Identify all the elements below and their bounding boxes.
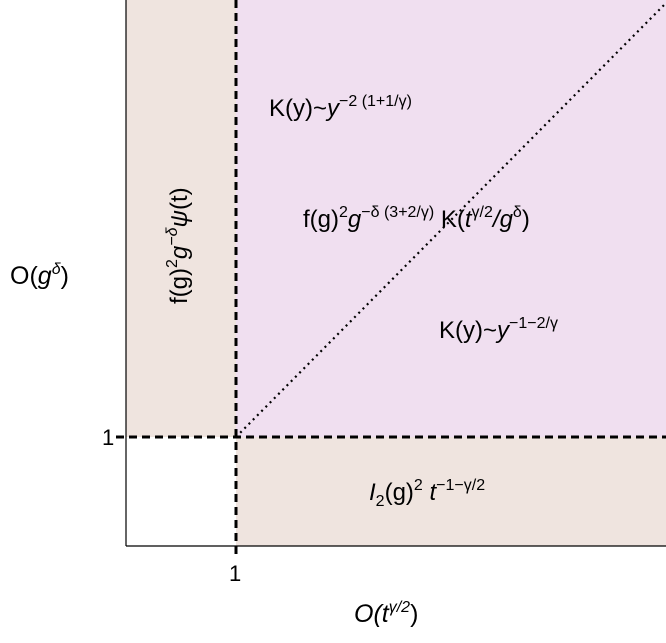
left-band-label: f(g)2g−δψ(t) xyxy=(164,187,193,304)
bottom-band-label: I2(g)2 t−1−γ/2 xyxy=(369,477,486,510)
x-tick-label: 1 xyxy=(229,561,242,586)
lower-left-region xyxy=(126,437,236,546)
left-band-region xyxy=(126,0,236,437)
middle-region-label: f(g)2g−δ (3+2/γ) K(tγ/2/gδ) xyxy=(303,204,530,233)
top-region-label: K(y)~y−2 (1+1/γ) xyxy=(269,93,412,122)
y-tick-label: 1 xyxy=(102,425,115,450)
bottom-band-region xyxy=(236,437,666,546)
lower-region-label: K(y)~y−1−2/γ xyxy=(439,315,558,344)
x-axis-label: O(tγ/2) xyxy=(354,599,419,628)
y-axis-label: O(gδ) xyxy=(10,261,69,290)
